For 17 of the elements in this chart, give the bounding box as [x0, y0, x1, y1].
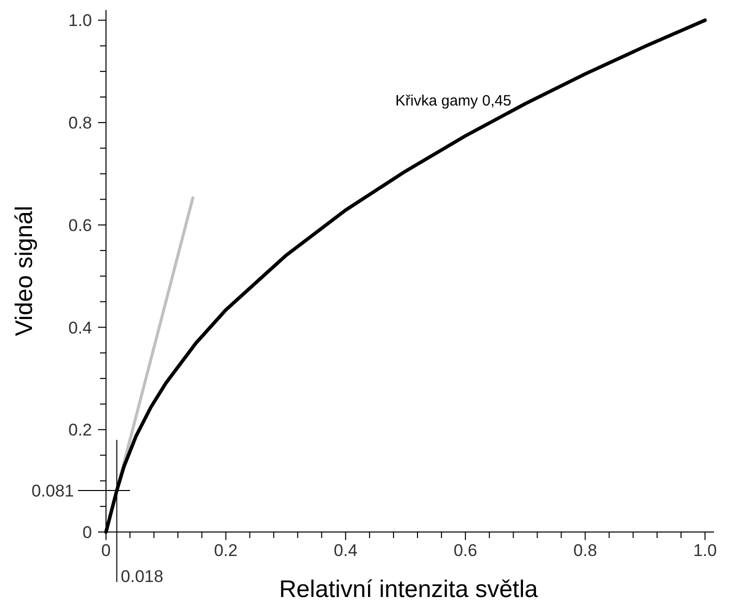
x-tick-label: 0.4 — [334, 541, 358, 560]
x-tick-label: 1.0 — [693, 541, 717, 560]
x-tick-label: 0.6 — [454, 541, 478, 560]
x-tick-label: 0 — [101, 541, 111, 560]
y-tick-label: 0.4 — [68, 318, 92, 338]
ref-line-label: 0.018 — [120, 567, 164, 586]
y-tick-label: 0.8 — [68, 114, 92, 133]
x-tick-label: 0.2 — [214, 541, 238, 560]
y-tick-label: 0 — [82, 523, 92, 542]
series-label: Křivka gamy 0,45 — [395, 92, 512, 110]
y-axis-title: Video signál — [11, 206, 38, 336]
x-tick-label: 0.8 — [573, 541, 598, 560]
ref-line-label: 0.081 — [31, 482, 74, 501]
x-axis-title: Relativní intenzita světla — [279, 576, 539, 603]
y-tick-label: 0.2 — [68, 420, 92, 440]
y-tick-label: 0.6 — [68, 216, 92, 235]
y-tick-label: 1.0 — [68, 11, 92, 30]
